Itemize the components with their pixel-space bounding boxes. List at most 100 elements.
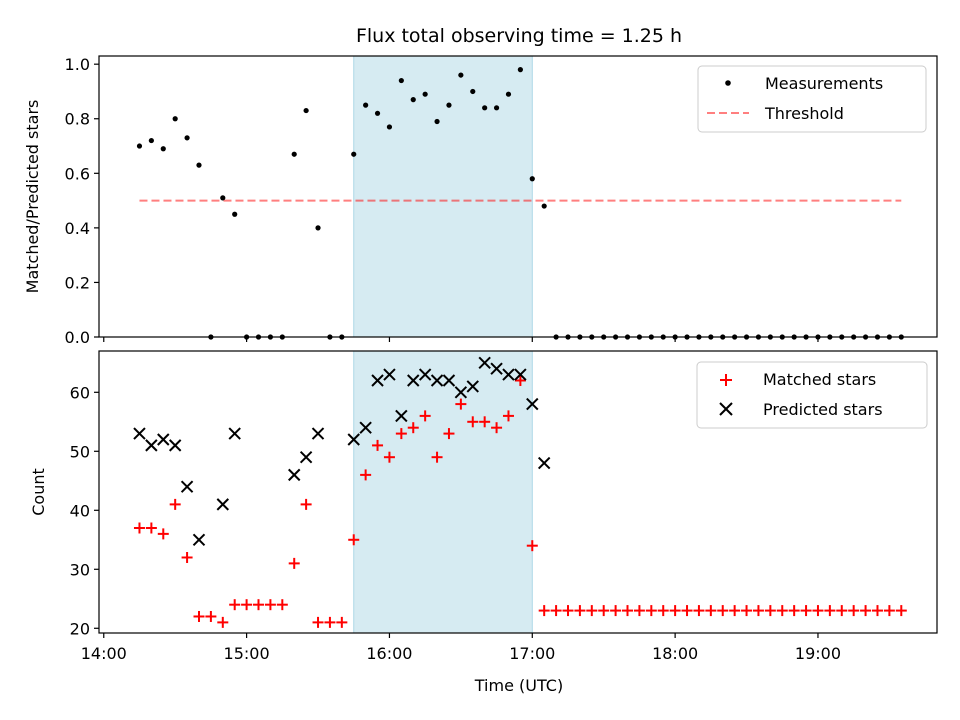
- matched-star-point: [300, 498, 312, 510]
- matched-star-point: [145, 522, 157, 534]
- predicted-star-point: [454, 386, 468, 399]
- predicted-star-point: [288, 468, 301, 482]
- measurement-point: [160, 146, 166, 152]
- predicted-star-point: [216, 498, 230, 511]
- matched-star-point: [812, 605, 824, 617]
- shaded-span: [353, 350, 533, 634]
- measurement-point: [517, 67, 523, 73]
- legend-box: [697, 65, 927, 133]
- matched-star-point: [360, 469, 372, 481]
- predicted-star-point: [407, 374, 420, 387]
- matched-star-point: [526, 540, 538, 552]
- legend: Measurements Threshold: [697, 65, 927, 133]
- y-tick-label: 30: [70, 560, 90, 579]
- predicted-star-point: [490, 362, 503, 375]
- matched-star-point: [157, 528, 169, 540]
- matched-star-point: [574, 605, 586, 617]
- legend-label-predicted: Predicted stars: [763, 400, 883, 419]
- predicted-star-point: [180, 480, 194, 493]
- y-tick-label: 0.4: [65, 219, 90, 238]
- matched-star-point: [669, 605, 681, 617]
- predicted-star-point: [466, 380, 479, 393]
- matched-star-point: [550, 605, 562, 617]
- measurement-point: [470, 88, 476, 95]
- matched-star-point: [610, 605, 622, 617]
- matched-star-point: [372, 439, 384, 451]
- matched-star-point: [479, 416, 491, 428]
- predicted-star-point: [192, 533, 206, 546]
- measurement-point: [529, 176, 535, 182]
- matched-star-point: [383, 451, 395, 463]
- matched-star-point: [276, 599, 288, 611]
- matched-star-point: [776, 605, 788, 617]
- measurement-point: [434, 118, 440, 125]
- y-tick-label: 0.2: [65, 273, 90, 292]
- matched-star-point: [348, 534, 360, 546]
- matched-star-point: [205, 610, 217, 622]
- matched-star-point: [467, 416, 479, 428]
- matched-star-point: [217, 616, 229, 628]
- matched-star-point: [883, 605, 895, 617]
- x-axis: [103, 337, 819, 342]
- y-axis: 0.0 0.2 0.4 0.6 0.8 1.0: [65, 55, 99, 347]
- matched-star-point: [860, 605, 872, 617]
- predicted-star-point: [526, 397, 539, 411]
- matched-star-point: [193, 610, 205, 622]
- matched-star-point: [729, 605, 741, 617]
- legend-label-matched: Matched stars: [763, 370, 876, 389]
- matched-star-point: [764, 605, 776, 617]
- y-tick-label: 50: [70, 442, 90, 461]
- legend-label-threshold: Threshold: [764, 104, 844, 123]
- y-axis-title: Count: [29, 468, 48, 516]
- matched-star-point: [848, 605, 860, 617]
- x-tick-label: 19:00: [795, 644, 841, 663]
- measurement-point: [315, 225, 321, 231]
- matched-star-point: [229, 599, 241, 611]
- matched-star-point: [741, 605, 753, 617]
- predicted-star-point: [502, 368, 515, 381]
- legend-marker-predicted: [719, 402, 733, 416]
- legend-marker-measurements: [725, 80, 731, 86]
- measurement-point: [505, 91, 512, 97]
- measurement-point: [363, 102, 369, 108]
- legend: Matched stars Predicted stars: [696, 361, 928, 429]
- matched-star-point: [824, 605, 836, 617]
- measurement-point: [541, 203, 547, 209]
- legend-label-measurements: Measurements: [765, 74, 883, 93]
- matched-star-point: [431, 451, 443, 463]
- measurement-point: [482, 105, 488, 111]
- matched-star-point: [241, 599, 253, 611]
- matched-star-point: [752, 605, 764, 617]
- plot-frame: [98, 55, 938, 338]
- y-tick-label: 20: [70, 619, 90, 638]
- matched-star-point: [598, 605, 610, 617]
- matched-star-point: [562, 605, 574, 617]
- x-tick-label: 16:00: [366, 644, 412, 663]
- x-axis-title: Time (UTC): [474, 676, 563, 695]
- matched-star-point: [455, 398, 467, 410]
- matched-star-point: [264, 599, 276, 611]
- matched-star-point: [800, 605, 812, 617]
- predicted-star-point: [145, 439, 158, 452]
- measurement-point: [232, 211, 238, 217]
- top-panel: 0.0 0.2 0.4 0.6 0.8 1.0 Matched/Predicted sta…: [23, 55, 938, 347]
- x-axis: 14:00 15:00 16:00 17:00 18:00 19:00: [81, 633, 841, 663]
- y-tick-label: 0.0: [65, 328, 90, 347]
- matched-star-point: [645, 605, 657, 617]
- measurement-point: [446, 102, 452, 108]
- measurement-point: [172, 116, 178, 122]
- predicted-star-point: [418, 368, 432, 381]
- matched-star-point: [717, 605, 729, 617]
- matched-star-point: [502, 410, 514, 422]
- measurement-point: [410, 97, 416, 103]
- matched-star-point: [336, 616, 348, 628]
- matched-star-point: [324, 616, 336, 628]
- predicted-star-point: [133, 427, 146, 440]
- matched-star-point: [657, 605, 669, 617]
- measurement-point: [422, 91, 428, 97]
- measurement-point: [398, 77, 404, 84]
- x-tick-label: 18:00: [652, 644, 698, 663]
- measurement-points: [136, 67, 904, 340]
- matched-star-point: [253, 599, 265, 611]
